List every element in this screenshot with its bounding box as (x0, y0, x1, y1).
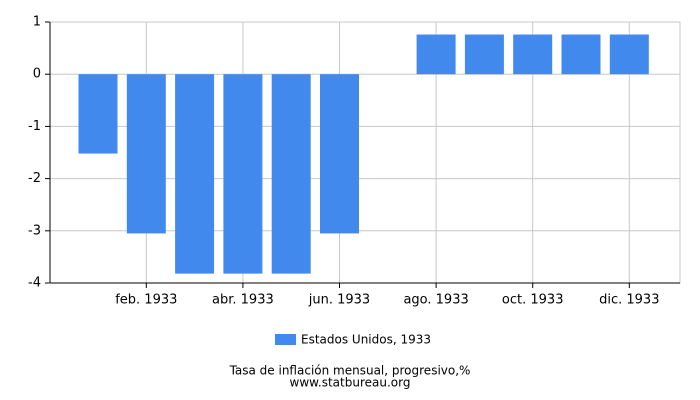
chart-source: www.statbureau.org (290, 376, 411, 390)
chart-caption: Tasa de inflación mensual, progresivo,% (229, 364, 471, 378)
y-tick-label: -3 (28, 223, 41, 238)
bar (513, 34, 553, 75)
bar (320, 74, 359, 234)
x-tick-label: dic. 1933 (599, 293, 659, 308)
bar (609, 34, 649, 75)
y-tick-label: 1 (33, 15, 41, 30)
x-tick-label: oct. 1933 (502, 293, 564, 308)
y-tick-label: -1 (28, 119, 41, 134)
x-tick-label: ago. 1933 (403, 293, 468, 308)
x-tick-label: feb. 1933 (115, 293, 177, 308)
bar (271, 74, 311, 274)
legend-label: Estados Unidos, 1933 (301, 333, 431, 347)
y-tick-label: -4 (28, 276, 41, 291)
bar (126, 74, 166, 234)
y-tick-label: -2 (28, 171, 41, 186)
bar (561, 34, 601, 75)
bar (78, 74, 118, 154)
bar (175, 74, 215, 274)
legend-swatch (275, 334, 296, 345)
y-tick-label: 0 (33, 67, 41, 82)
bar (464, 34, 504, 75)
x-tick-label: abr. 1933 (212, 293, 274, 308)
x-tick-label: jun. 1933 (308, 293, 370, 308)
bar (223, 74, 263, 274)
bar (416, 34, 456, 75)
